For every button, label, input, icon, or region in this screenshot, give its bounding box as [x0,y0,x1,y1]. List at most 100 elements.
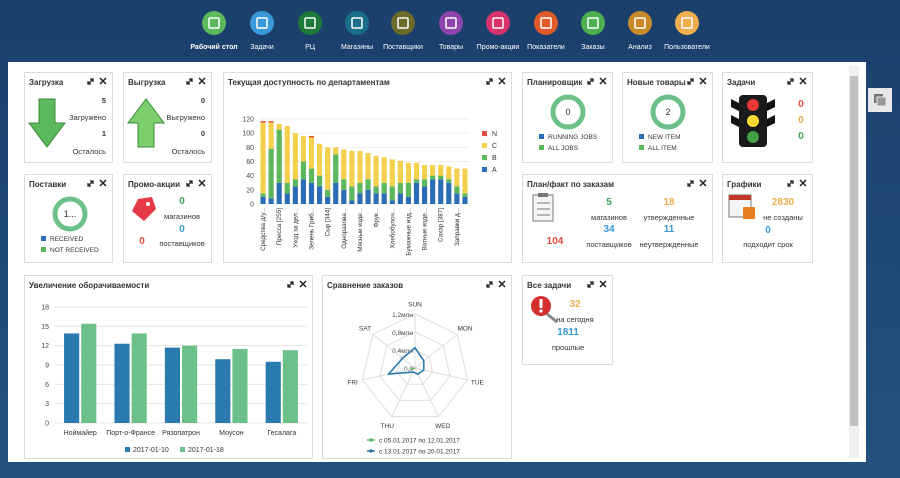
nav-item[interactable]: Задачи [250,11,274,51]
widget-tools [587,77,607,85]
nav-item[interactable]: РЦ [298,11,322,51]
bar-segment [300,136,307,162]
bar-segment [308,137,315,169]
widget-title: Все задачи [527,281,572,290]
expand-button[interactable] [687,180,694,187]
nav-icon [202,11,226,35]
close-button[interactable] [699,77,707,85]
close-button[interactable] [198,179,206,187]
legend-swatch [639,134,644,139]
bar-segment [333,182,339,204]
widget-tools [486,77,506,85]
widget-tools [587,280,607,288]
spoke [391,367,416,417]
x-tick-label: Ватные изде... [422,208,429,251]
bar-segment [268,198,274,204]
widget-tools [787,179,807,187]
close-button[interactable] [299,280,307,288]
nav-label: Пользователи [664,44,710,51]
bar-segment [430,175,436,180]
bar-segment [421,186,428,204]
close-button[interactable] [99,77,107,85]
expand-button[interactable] [287,281,294,288]
close-button[interactable] [498,77,506,85]
bar-segment [413,179,420,183]
expand-button[interactable] [87,180,94,187]
nav-item[interactable]: Анализ [628,11,652,51]
legend-label: 2017-01-18 [188,447,224,454]
expand-button[interactable] [486,281,493,288]
x-tick-label: Хлебобулоч... [388,208,396,249]
bar-segment [405,182,412,197]
value: 0 [179,224,185,235]
x-tick-label: Средства д/у... [260,208,267,251]
legend-swatch [41,247,46,252]
value: 0 [798,115,804,126]
label: поставщиков [586,240,632,249]
bar-segment [438,179,444,204]
label: подходит срок [743,240,793,249]
nav-item[interactable]: Поставщики [383,11,423,51]
nav-item[interactable]: Показатели [527,11,565,51]
nav-item[interactable]: Заказы [581,11,605,51]
expand-button[interactable] [186,78,193,85]
nav-icon-glyph [445,17,457,29]
widget-new-goods: 2 NEW ITEM ALL ITEM Новые товары [622,72,713,163]
nav-item[interactable]: Пользователи [664,11,710,51]
bar-segment [260,122,266,194]
ring [550,94,586,130]
bar-segment [349,150,355,187]
nav-item[interactable]: Товары [439,11,463,51]
bar [215,359,231,423]
y-tick-label: 0 [250,202,254,209]
close-button[interactable] [699,179,707,187]
close-button[interactable] [799,179,807,187]
expand-button[interactable] [687,78,694,85]
widget-tools [486,280,506,288]
expand-button[interactable] [787,78,794,85]
close-button[interactable] [799,77,807,85]
bar-segment [357,193,363,204]
bar-segment [325,189,331,197]
close-button[interactable] [599,77,607,85]
bar-segment [308,136,315,138]
expand-button[interactable] [787,180,794,187]
bar-segment [438,175,444,180]
legend-label: N [492,131,497,138]
bar-segment [357,182,363,194]
expand-button[interactable] [486,78,493,85]
expand-button[interactable] [587,281,594,288]
value: 32 [569,299,581,310]
ring-chart: 2 NEW ITEM ALL ITEM [639,94,686,152]
bar [64,333,80,423]
close-button[interactable] [198,77,206,85]
close-button[interactable] [599,280,607,288]
expand-button[interactable] [587,78,594,85]
bar-segment [397,182,403,194]
widget-title: Выгрузка [128,78,166,87]
bar-segment [284,182,290,194]
scrollbar[interactable] [849,66,859,458]
close-button[interactable] [99,179,107,187]
value: 104 [546,236,564,247]
legend-label: ALL JOBS [548,145,579,152]
nav-item[interactable]: Рабочий стол [190,11,238,51]
bar-segment [454,186,460,194]
side-button[interactable] [868,88,892,112]
close-button[interactable] [498,280,506,288]
widget-title: Сравнение заказов [327,281,404,290]
chart: 0 20 40 60 80 100 120 Средства д/у... Пресса [25… [242,117,497,256]
nav-item[interactable]: Промо-акции [477,11,520,51]
x-tick-label: Сыр [344] [325,208,332,237]
nav-item[interactable]: Магазины [341,11,373,51]
widget-tasks: Задачи 0 0 0 [722,72,813,163]
legend-label: ALL ITEM [648,145,677,152]
expand-button[interactable] [186,180,193,187]
legend-swatch [180,447,185,452]
value: 0 [139,236,145,247]
widget-title: Загрузка [29,78,64,87]
expand-button[interactable] [87,78,94,85]
bar [164,347,180,423]
bar-segment [405,162,412,183]
